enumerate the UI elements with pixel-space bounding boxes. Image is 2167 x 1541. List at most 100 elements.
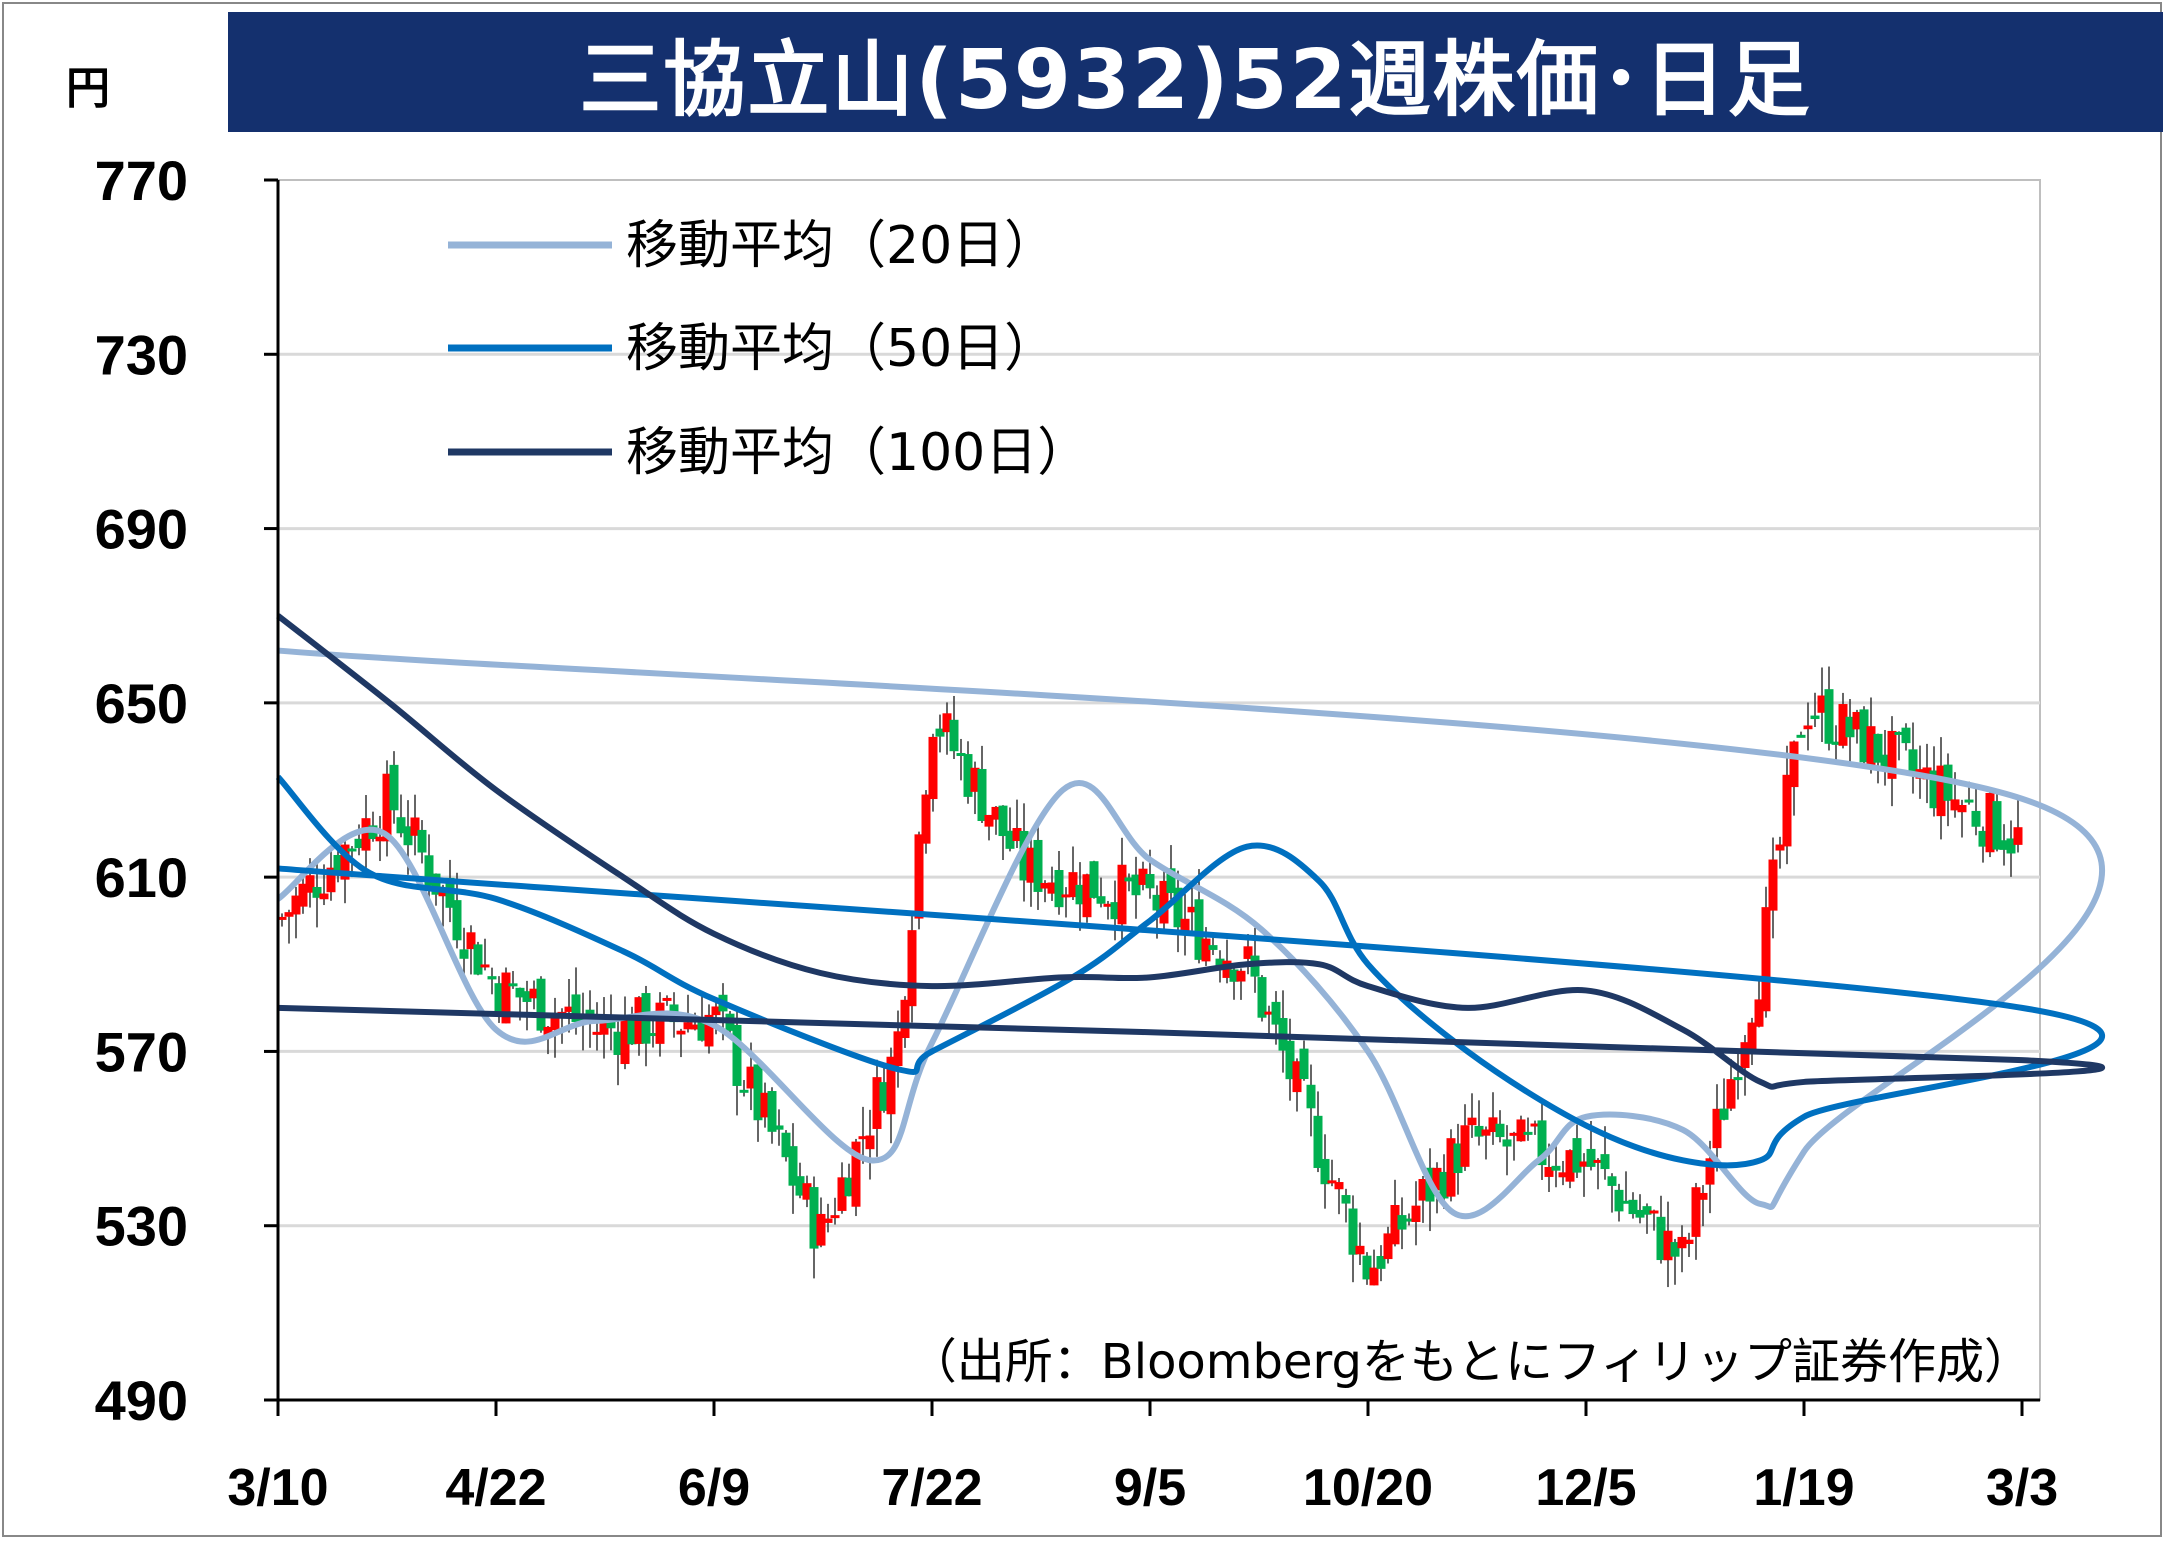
candle-down: [1796, 734, 1806, 738]
legend-label: 移動平均（20日）: [626, 216, 1056, 276]
candle-up: [1663, 1230, 1673, 1261]
candle-up: [599, 1019, 609, 1035]
candle-down: [1096, 896, 1106, 904]
candle-down: [844, 1177, 854, 1197]
candle-up: [1509, 1132, 1519, 1136]
candle-up: [1369, 1267, 1379, 1286]
candle-up: [501, 972, 511, 1024]
candle-up: [1201, 938, 1211, 962]
legend-label: 移動平均（100日）: [626, 423, 1089, 483]
candle-up: [872, 1077, 882, 1129]
candle-up: [662, 997, 672, 1001]
candle-up: [802, 1183, 812, 1200]
title-bar: 三協立山(5932)52週株価･日足: [228, 12, 2163, 132]
candle-down: [1348, 1208, 1358, 1255]
candle-up: [1390, 1205, 1400, 1245]
candle-down: [1257, 977, 1267, 1018]
candle-up: [1327, 1180, 1337, 1184]
candle-up: [1768, 859, 1778, 911]
x-tick-label: 9/5: [1114, 1459, 1186, 1517]
candle-up: [375, 836, 385, 842]
candle-down: [487, 976, 497, 980]
candle-down: [1208, 945, 1218, 950]
candle-down: [1495, 1123, 1505, 1138]
candle-down: [417, 829, 427, 853]
candle-up: [1418, 1178, 1428, 1201]
candle-up: [1026, 847, 1036, 883]
candle-down: [998, 805, 1008, 837]
legend-label: 移動平均（50日）: [626, 319, 1056, 379]
x-tick-label: 1/19: [1753, 1459, 1854, 1517]
candle-up: [1467, 1117, 1477, 1126]
candle-down: [1313, 1115, 1323, 1168]
candle-down: [1572, 1138, 1582, 1173]
candle-up: [1180, 918, 1190, 933]
candle-up: [1698, 1192, 1708, 1200]
candle-up: [291, 895, 301, 915]
candle-up: [1264, 1011, 1274, 1015]
candle-down: [1523, 1131, 1533, 1135]
candle-down: [1439, 1171, 1449, 1199]
candle-up: [690, 1024, 700, 1030]
candle-up: [865, 1135, 875, 1150]
candle-down: [1908, 749, 1918, 772]
candle-up: [711, 1006, 721, 1016]
candle-up: [1159, 880, 1169, 924]
candle-up: [893, 1031, 903, 1067]
candle-up: [1411, 1205, 1421, 1222]
candle-down: [767, 1091, 777, 1132]
candle-down: [606, 1021, 616, 1029]
candle-up: [410, 817, 420, 836]
candle-down: [333, 854, 343, 876]
y-tick-label: 610: [95, 846, 188, 909]
candle-down: [1229, 969, 1239, 982]
candle-up: [858, 1136, 868, 1140]
candle-down: [963, 754, 973, 797]
candle-up: [1761, 907, 1771, 1012]
candle-up: [319, 893, 329, 900]
candle-down: [1145, 874, 1155, 889]
candle-down: [613, 1031, 623, 1055]
candle-up: [592, 1031, 602, 1035]
candle-down: [1978, 830, 1988, 847]
candle-up: [284, 912, 294, 917]
candle-up: [529, 988, 539, 999]
candle-down: [627, 1016, 637, 1045]
candle-down: [879, 1082, 889, 1111]
candle-down: [1831, 741, 1841, 745]
candle-up: [1789, 741, 1799, 788]
candle-up: [1565, 1150, 1575, 1182]
candle-up: [340, 844, 350, 880]
candle-up: [1383, 1233, 1393, 1260]
candle-up: [382, 773, 392, 842]
candle-down: [1215, 958, 1225, 968]
candle-down: [312, 886, 322, 898]
candle-up: [305, 875, 315, 893]
candle-up: [676, 1030, 686, 1035]
candle-down: [396, 817, 406, 834]
candle-down: [1873, 733, 1883, 763]
candle-up: [1817, 695, 1827, 713]
candle-down: [1005, 830, 1015, 849]
candle-up: [942, 713, 952, 733]
candle-down: [494, 983, 504, 1014]
candle-up: [1516, 1119, 1526, 1142]
candle-up: [991, 806, 1001, 820]
candle-down: [1271, 1001, 1281, 1025]
candle-down: [2006, 838, 2016, 854]
candle-up: [1243, 946, 1253, 959]
candle-up: [1957, 804, 1967, 813]
candle-up: [1593, 1159, 1603, 1163]
candle-down: [697, 1018, 707, 1041]
candle-down: [1894, 731, 1904, 735]
y-tick-label: 770: [95, 149, 188, 212]
y-tick-label: 730: [95, 323, 188, 386]
candle-down: [578, 1016, 588, 1023]
candle-up: [1481, 1129, 1491, 1136]
candle-up: [1292, 1061, 1302, 1093]
candle-up: [970, 767, 980, 792]
candle-up: [1236, 970, 1246, 982]
candle-down: [1152, 894, 1162, 911]
